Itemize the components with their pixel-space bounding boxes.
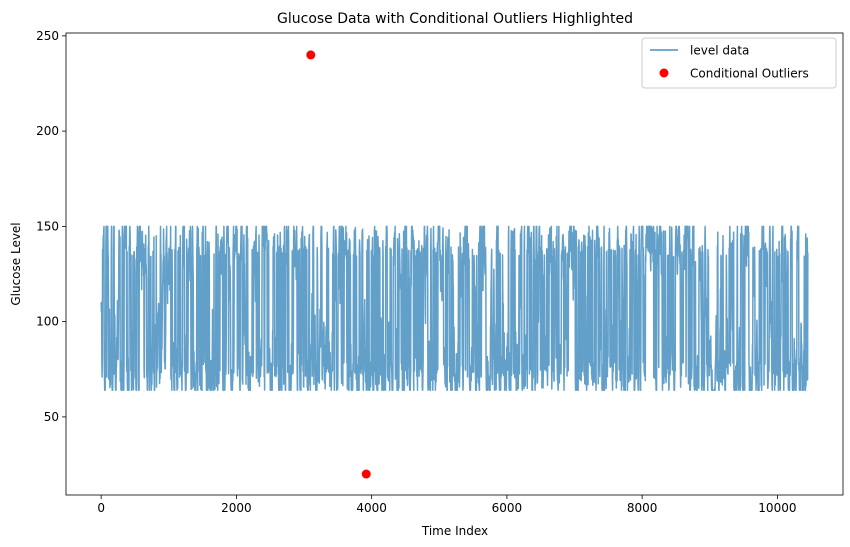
level-data-line <box>100 225 809 391</box>
legend: level data Conditional Outliers <box>641 37 837 89</box>
legend-marker-swatch <box>659 68 669 78</box>
x-tick-label: 2000 <box>221 501 252 515</box>
legend-label-level-data: level data <box>690 44 749 58</box>
x-tick-label: 6000 <box>492 501 523 515</box>
y-tick-label: 200 <box>36 124 59 138</box>
outlier-points <box>306 50 371 479</box>
plot-area <box>100 50 809 479</box>
y-tick-label: 100 <box>36 315 59 329</box>
outlier-point <box>306 50 316 60</box>
chart-title: Glucose Data with Conditional Outliers H… <box>277 11 633 27</box>
y-axis: 50 100 150 200 250 <box>36 29 66 424</box>
x-axis-label: Time Index <box>421 524 488 538</box>
y-tick-label: 150 <box>36 219 59 233</box>
x-tick-label: 0 <box>97 501 105 515</box>
y-tick-label: 50 <box>44 410 59 424</box>
outlier-point <box>361 469 371 479</box>
x-tick-label: 10000 <box>758 501 796 515</box>
axes-frame <box>65 32 844 496</box>
x-tick-label: 8000 <box>627 501 658 515</box>
y-tick-label: 250 <box>36 29 59 43</box>
y-axis-label: Glucose Level <box>9 222 23 305</box>
x-axis: 0 2000 4000 6000 8000 10000 <box>97 495 796 515</box>
x-tick-label: 4000 <box>356 501 387 515</box>
legend-label-outliers: Conditional Outliers <box>690 67 809 81</box>
legend-box <box>641 37 837 89</box>
